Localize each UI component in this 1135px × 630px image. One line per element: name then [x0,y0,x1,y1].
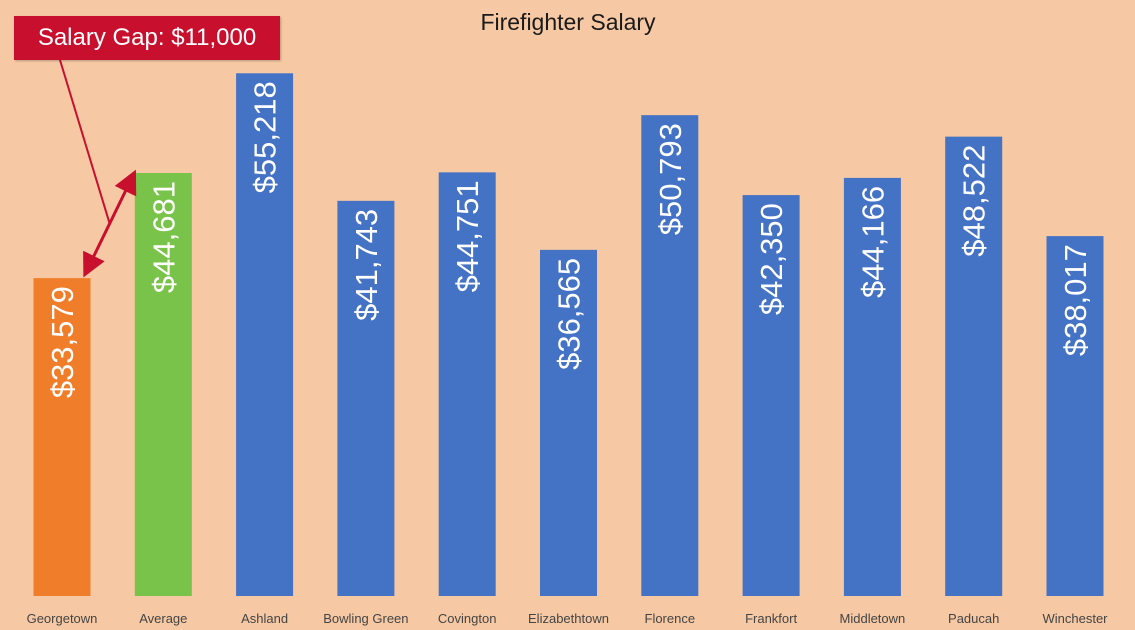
value-label: $44,751 [450,180,485,292]
value-label: $48,522 [957,145,992,257]
bars-group [33,73,1104,597]
bar-paducah [945,136,1003,597]
value-label: $50,793 [653,123,688,235]
value-label: $55,218 [248,81,283,193]
bar-bowling-green [337,200,395,596]
bar-georgetown [33,278,91,596]
category-label: Frankfort [745,611,797,626]
category-label: Florence [645,611,696,626]
category-label: Elizabethtown [528,611,609,626]
category-label: Georgetown [27,611,98,626]
bar-frankfort [742,195,800,596]
bar-middletown [843,177,901,596]
category-label: Winchester [1042,611,1108,626]
bar-winchester [1046,236,1104,597]
category-label: Covington [438,611,497,626]
value-label: $38,017 [1058,244,1093,356]
category-label: Ashland [241,611,288,626]
bar-elizabethtown [540,249,597,597]
salary-gap-callout: Salary Gap: $11,000 [14,16,280,60]
value-label: $44,166 [855,186,890,298]
category-label: Middletown [840,611,906,626]
value-label: $44,681 [146,181,181,293]
bar-covington [438,172,496,597]
value-label: $41,743 [349,209,384,321]
value-labels-group: $33,579 $44,681 $55,218 $41,743 $44,751 $36,5… [45,81,1093,398]
bar-ashland [236,73,294,597]
chart-title: Firefighter Salary [480,9,656,35]
category-label: Bowling Green [323,611,408,626]
bar-florence [641,115,699,596]
value-label: $42,350 [754,203,789,315]
bar-average [134,173,192,596]
callout-leader-line [59,59,111,224]
value-label: $36,565 [552,258,587,370]
category-label: Paducah [948,611,999,626]
category-label: Average [139,611,187,626]
annotation-group [59,59,137,278]
category-labels-group: Georgetown Average Ashland Bowling Green Cov… [27,611,1109,626]
value-label: $33,579 [45,286,80,398]
